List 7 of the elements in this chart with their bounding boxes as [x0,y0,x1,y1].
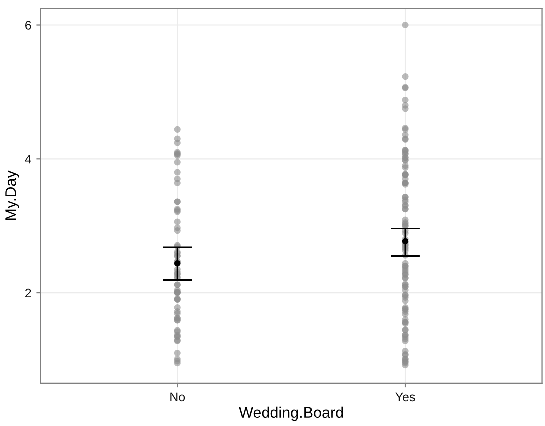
x-tick-label: No [170,392,186,402]
x-axis-title: Wedding.Board [239,406,344,422]
x-tick-label: Yes [396,392,416,402]
y-tick-label: 2 [26,288,32,298]
y-axis-title: My.Day [6,170,20,220]
y-tick-label: 6 [26,21,32,30]
y-tick-label: 4 [25,155,32,164]
